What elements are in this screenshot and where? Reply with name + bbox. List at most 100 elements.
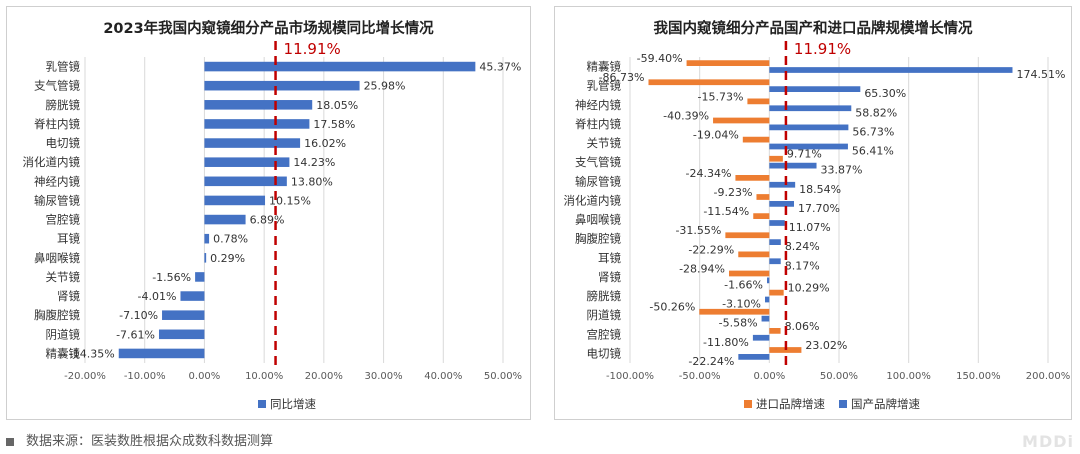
- left-data-label: 13.80%: [291, 175, 333, 188]
- right-category-label: 膀胱镜: [587, 289, 622, 303]
- right-category-label: 耳镜: [598, 251, 621, 265]
- right-data-label: -9.23%: [714, 186, 753, 199]
- left-data-label: 14.23%: [293, 156, 335, 169]
- left-category-label: 宫腔镜: [46, 213, 81, 227]
- right-data-label: 8.06%: [785, 320, 820, 333]
- left-data-label: 25.98%: [364, 80, 406, 93]
- left-bar-growth: [204, 195, 266, 206]
- left-x-tick-label: 10.00%: [245, 371, 283, 382]
- left-bar-growth: [204, 233, 210, 244]
- right-data-label: -11.80%: [703, 336, 749, 349]
- right-bar-domestic: [769, 67, 1013, 73]
- right-data-label: -22.29%: [688, 243, 734, 256]
- right-legend-label: 国产品牌增速: [851, 397, 920, 411]
- right-bar-import: [742, 136, 770, 143]
- right-bar-domestic: [769, 143, 848, 150]
- right-bar-import: [769, 328, 781, 334]
- right-bar-import: [747, 98, 770, 105]
- right-data-label: 65.30%: [864, 87, 906, 100]
- right-category-label: 宫腔镜: [587, 327, 622, 341]
- right-bar-domestic: [767, 277, 770, 284]
- right-x-tick-label: -50.00%: [679, 371, 721, 382]
- right-bar-domestic: [765, 296, 770, 303]
- chart-panel-left: 2023年我国内窥镜细分产品市场规模同比增长情况 -20.00% -10.00% 0…: [6, 6, 531, 420]
- right-bar-import: [769, 289, 784, 296]
- left-category-label: 神经内镜: [34, 174, 80, 188]
- right-bar-import: [735, 175, 770, 181]
- left-x-tick-label: 0.00%: [189, 371, 221, 382]
- left-legend-label: 同比增速: [270, 397, 316, 411]
- right-x-tick-label: 100.00%: [886, 371, 931, 382]
- right-category-label: 阴道镜: [587, 308, 622, 322]
- right-category-label: 精囊镜: [587, 60, 622, 74]
- right-data-label: 23.02%: [805, 339, 847, 352]
- right-category-label: 支气管镜: [575, 155, 621, 169]
- left-category-label: 消化道内镜: [23, 155, 81, 169]
- left-bar-growth: [204, 214, 246, 225]
- left-x-tick-label: 30.00%: [365, 371, 403, 382]
- right-data-label: -86.73%: [599, 71, 645, 84]
- right-data-label: -19.04%: [693, 129, 739, 142]
- left-data-label: 0.78%: [213, 233, 248, 246]
- left-category-label: 膀胱镜: [46, 98, 81, 112]
- right-bar-import: [769, 155, 783, 162]
- right-category-label: 乳管镜: [587, 79, 622, 93]
- right-bar-import: [725, 232, 770, 239]
- right-category-label: 输尿管镜: [575, 174, 621, 188]
- right-data-label: 8.17%: [785, 259, 820, 272]
- right-x-tick-label: -100.00%: [606, 371, 654, 382]
- right-data-label: -28.94%: [679, 262, 725, 275]
- right-bar-domestic: [769, 162, 817, 169]
- right-x-tick-label: 0.00%: [753, 371, 785, 382]
- left-bar-growth: [204, 157, 290, 167]
- left-x-tick-label: -20.00%: [64, 371, 106, 382]
- bullet-square-icon: [6, 437, 14, 446]
- left-category-label: 关节镜: [46, 270, 81, 284]
- left-data-label: 18.05%: [316, 99, 358, 112]
- left-bar-growth: [204, 61, 476, 72]
- right-data-label: 18.54%: [799, 183, 841, 196]
- left-data-label: 16.02%: [304, 137, 346, 150]
- left-data-label: 0.29%: [210, 252, 245, 265]
- left-data-label: -7.61%: [116, 328, 155, 341]
- left-legend-swatch: [258, 400, 266, 408]
- right-x-tick-label: 150.00%: [956, 371, 1001, 382]
- right-data-label: -40.39%: [663, 109, 709, 122]
- left-category-label: 支气管镜: [34, 79, 80, 93]
- left-data-label: -14.35%: [69, 347, 115, 360]
- left-bar-growth: [204, 253, 207, 263]
- left-bar-growth: [204, 119, 310, 129]
- chart-svg-right: -100.00% -50.00% 0.00% 50.00% 100.00% 150.00%…: [564, 40, 1071, 411]
- brand-logo: MDDi: [1022, 432, 1074, 451]
- left-reference-label: 11.91%: [284, 40, 341, 58]
- left-bar-growth: [180, 291, 205, 301]
- right-bar-import: [648, 79, 770, 86]
- right-data-label: -22.24%: [688, 355, 734, 368]
- right-bar-import: [699, 308, 770, 315]
- left-category-label: 阴道镜: [46, 327, 81, 341]
- left-category-label: 胸腹腔镜: [34, 308, 80, 322]
- left-category-label: 乳管镜: [46, 60, 81, 74]
- left-category-label: 脊柱内镜: [34, 117, 80, 131]
- right-bar-import: [738, 251, 770, 258]
- left-bar-growth: [204, 138, 301, 148]
- right-bar-import: [713, 117, 770, 124]
- right-legend-swatch: [744, 400, 752, 408]
- right-bar-domestic: [769, 258, 781, 265]
- right-reference-label: 11.91%: [794, 40, 851, 58]
- left-bar-growth: [118, 348, 205, 359]
- right-data-label: -15.73%: [697, 90, 743, 103]
- right-bar-domestic: [769, 124, 849, 131]
- left-data-label: 6.89%: [250, 214, 285, 227]
- chart-title-right: 我国内窥镜细分产品国产和进口品牌规模增长情况: [653, 21, 973, 37]
- right-bar-domestic: [738, 354, 770, 360]
- right-category-label: 肾镜: [598, 270, 621, 284]
- right-bar-import: [686, 60, 770, 66]
- right-bar-domestic: [769, 220, 785, 226]
- right-category-label: 关节镜: [587, 136, 622, 150]
- left-x-tick-label: -10.00%: [124, 371, 166, 382]
- chart-svg-left: -20.00% -10.00% 0.00% 10.00% 20.00% 30.00% 40.…: [23, 40, 523, 411]
- right-data-label: 11.07%: [789, 221, 831, 234]
- right-bar-import: [753, 213, 770, 219]
- right-data-label: 174.51%: [1016, 68, 1065, 81]
